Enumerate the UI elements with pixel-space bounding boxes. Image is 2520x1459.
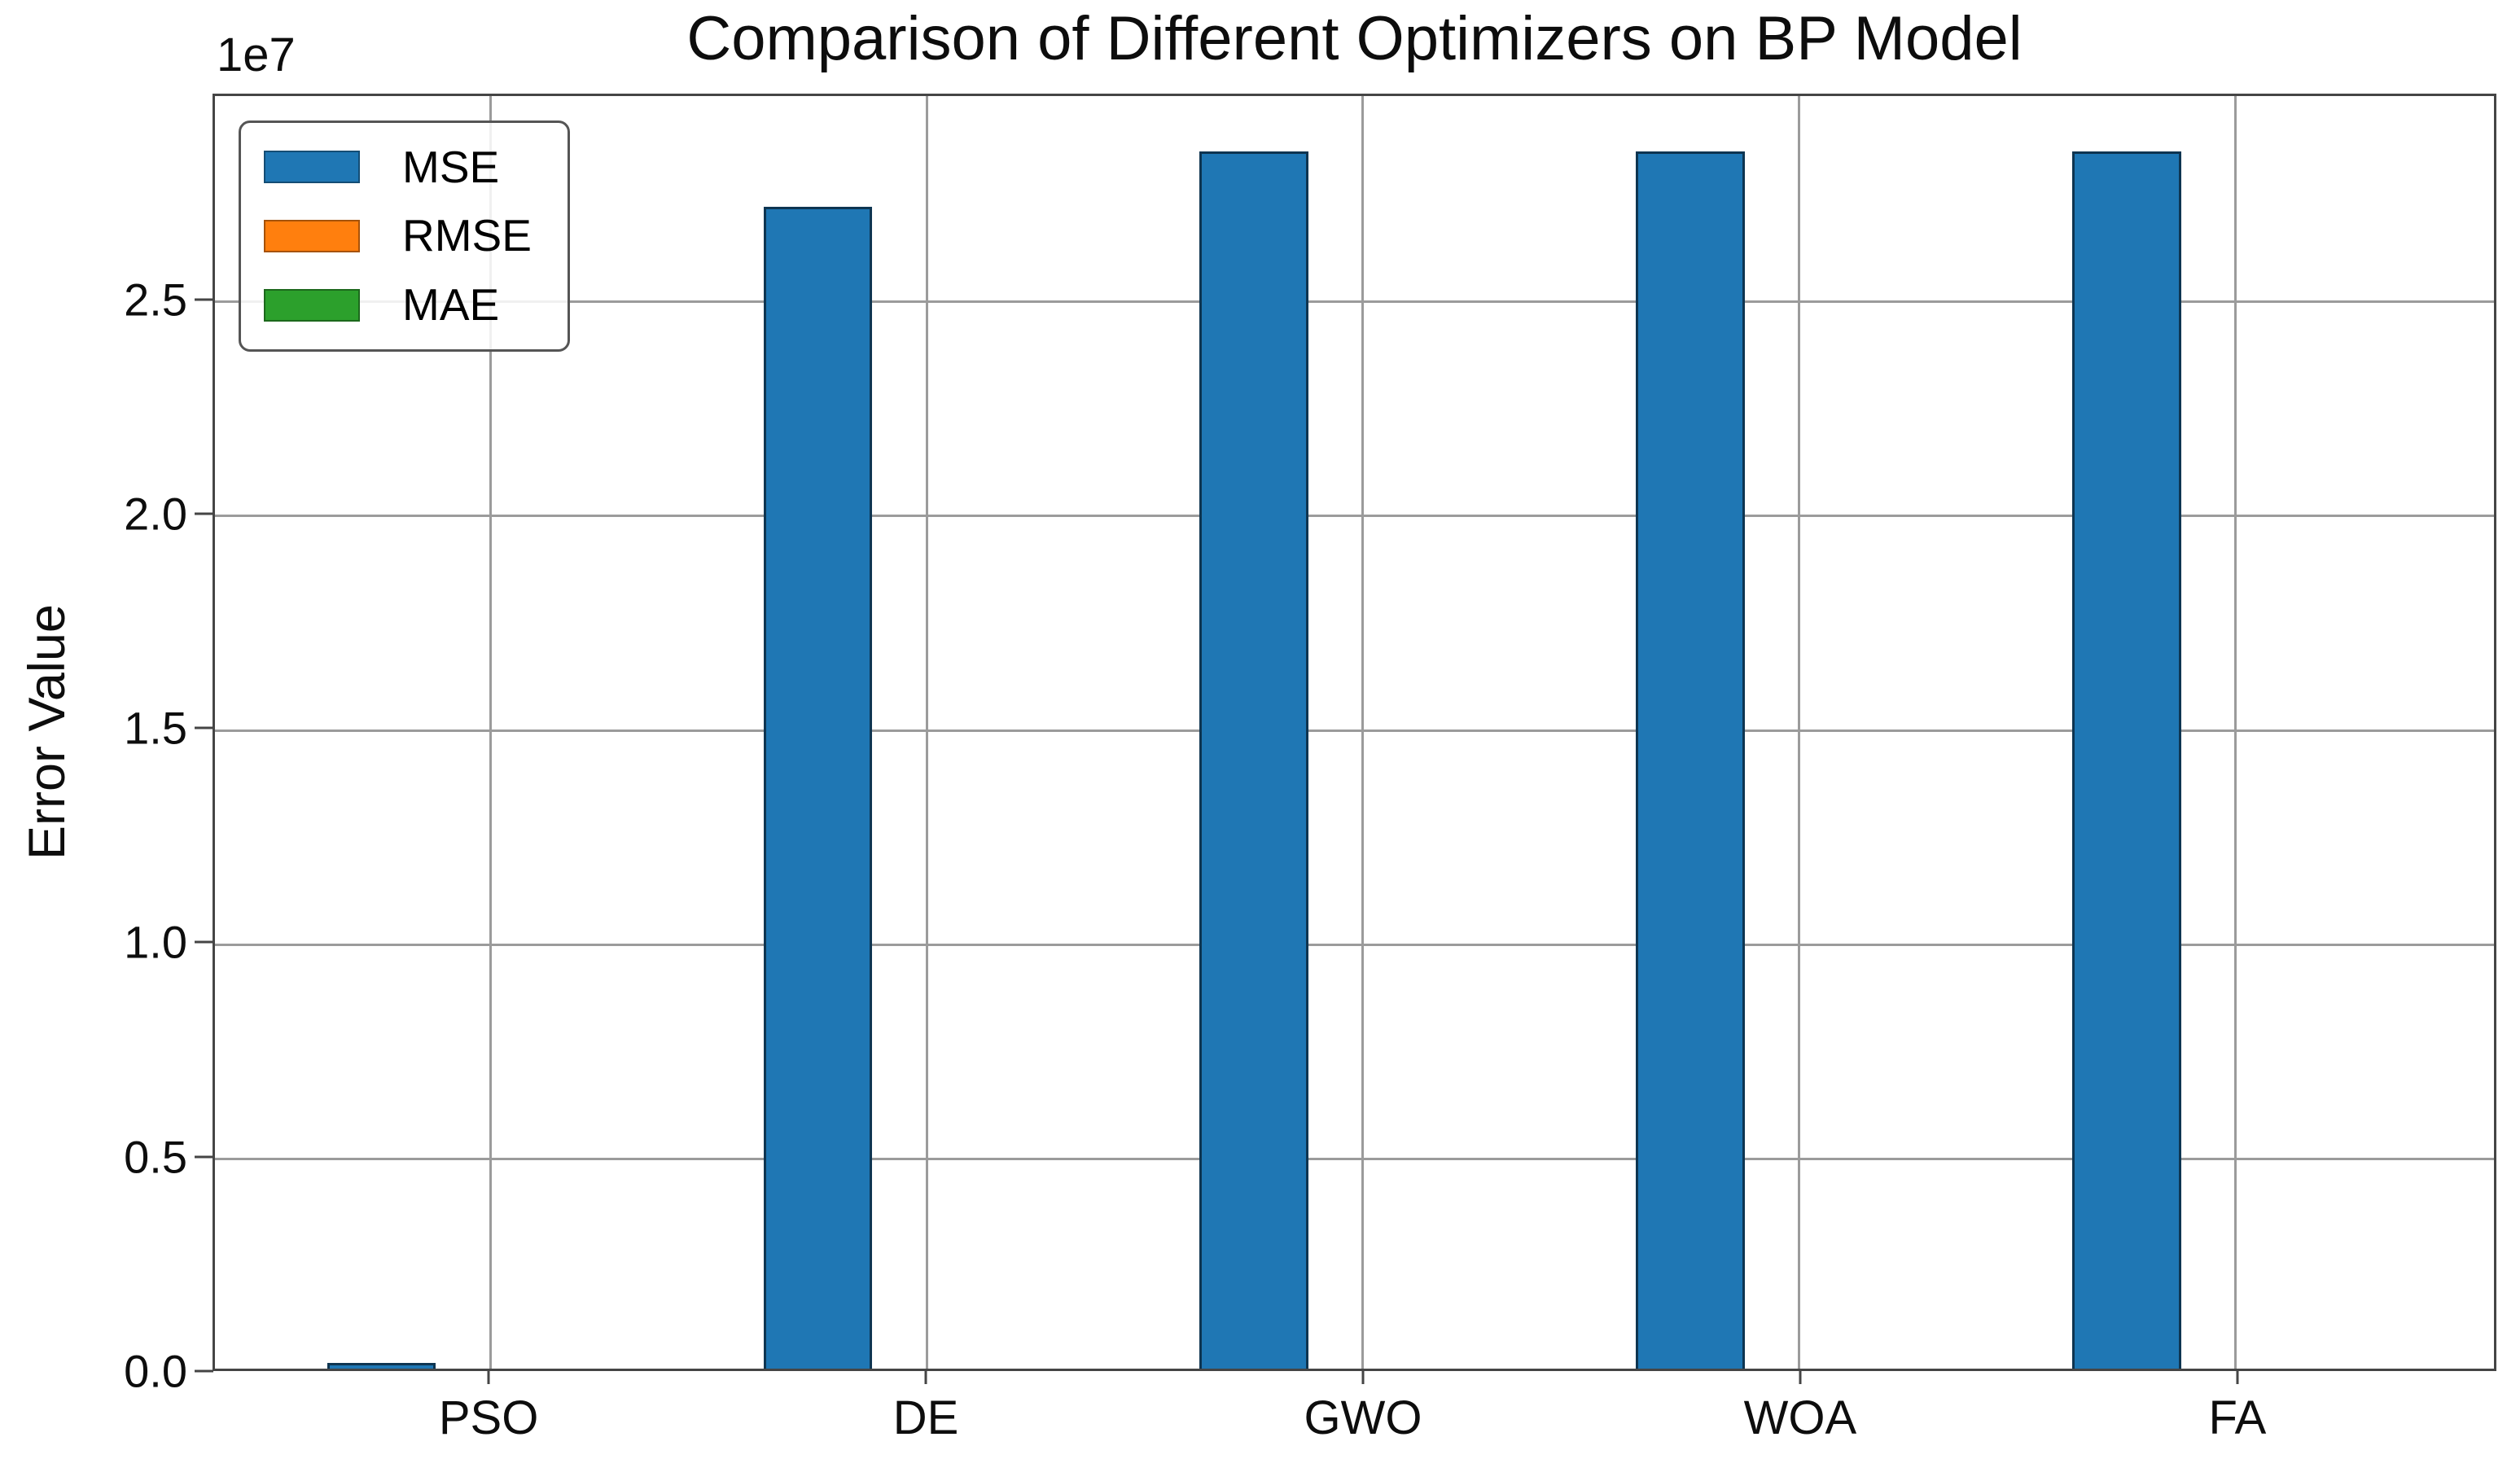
y-tick-label: 0.5 [124,1131,187,1183]
h-gridline [215,1158,2494,1161]
bar-mse-fa [2071,151,2181,1369]
legend-label-mse: MSE [402,141,500,192]
x-tick-mark [487,1371,490,1384]
x-tick-label-de: DE [892,1391,959,1444]
legend-swatch-mse [264,151,360,184]
y-tick-mark [195,1155,213,1159]
v-gridline [489,96,492,1369]
y-tick-mark [195,940,213,944]
legend-swatch-mae [264,288,360,322]
y-tick-mark [195,512,213,515]
x-tick-mark [924,1371,927,1384]
x-tick-label-woa: WOA [1743,1391,1857,1444]
y-tick-label: 0.0 [124,1345,187,1397]
bar-mse-woa [1636,151,1745,1369]
x-tick-label-gwo: GWO [1304,1391,1422,1444]
y-tick-mark [195,298,213,301]
bar-mse-de [763,207,873,1369]
x-tick-label-pso: PSO [438,1391,539,1444]
y-tick-label: 2.5 [124,274,187,326]
y-axis-offset-label: 1e7 [217,28,296,81]
x-tick-mark [2236,1371,2239,1384]
v-gridline [2234,96,2237,1369]
legend-label-mae: MAE [402,279,500,331]
v-gridline [1798,96,1801,1369]
h-gridline [215,300,2494,304]
chart-title: Comparison of Different Optimizers on BP… [686,4,2023,73]
legend-entry-mae: MAE [264,283,559,327]
v-gridline [925,96,928,1369]
legend-swatch-rmse [264,219,360,252]
legend: MSE RMSE MAE [239,120,570,352]
h-gridline [215,729,2494,732]
plot-area [213,94,2496,1371]
y-tick-mark [195,1369,213,1373]
legend-label-rmse: RMSE [402,210,532,261]
y-tick-label: 1.5 [124,702,187,754]
y-tick-label: 2.0 [124,488,187,540]
y-tick-label: 1.0 [124,916,187,968]
x-tick-label-fa: FA [2208,1391,2267,1444]
bar-mse-pso [327,1363,436,1369]
h-gridline [215,515,2494,518]
legend-entry-mse: MSE [264,141,559,192]
y-tick-mark [195,726,213,730]
bar-mse-gwo [1199,151,1309,1369]
h-gridline [215,943,2494,946]
x-tick-mark [1799,1371,1802,1384]
v-gridline [1361,96,1365,1369]
legend-entry-rmse: RMSE [264,213,559,258]
x-tick-mark [1361,1371,1365,1384]
